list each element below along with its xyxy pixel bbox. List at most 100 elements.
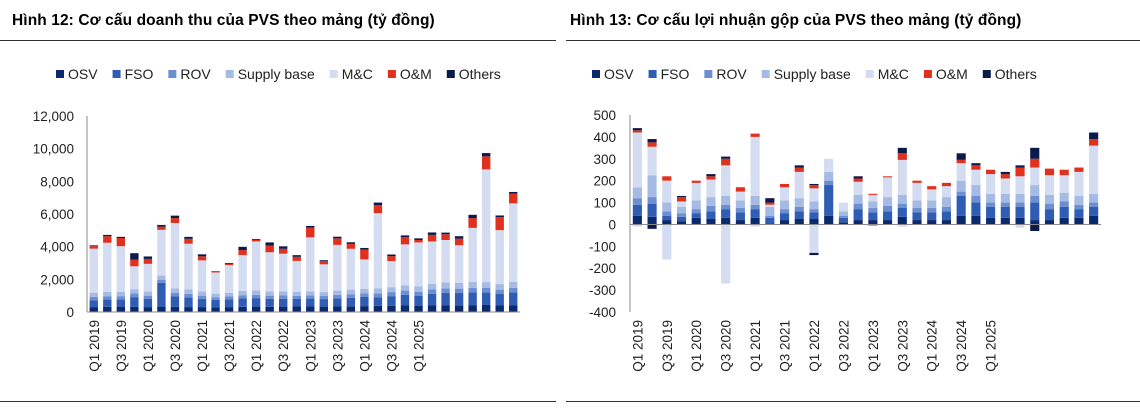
x-tick-label: Q3 2022	[276, 320, 291, 372]
bar-segment	[481, 169, 491, 283]
bar-segment	[373, 297, 383, 306]
x-tick-label: Q1 2021	[195, 320, 210, 372]
bar-segment	[143, 295, 153, 299]
bar-segment	[765, 215, 775, 218]
bar-segment	[986, 217, 996, 225]
gross-profit-chart: OSV FSO ROV Supply base M&C O&M Others -400 -300…	[589, 66, 1101, 372]
bar-segment	[454, 282, 464, 289]
bar-segment	[676, 195, 687, 198]
bar-segment	[265, 242, 274, 246]
bar-segment	[333, 238, 342, 245]
bar-segment	[509, 281, 518, 288]
bar-segment	[1059, 201, 1069, 207]
bar-segment	[853, 178, 863, 182]
bottom-rule	[566, 401, 1140, 402]
bar-segment	[647, 142, 657, 147]
y-tick-label: 6,000	[40, 207, 74, 222]
y-tick-label: -100	[589, 239, 616, 254]
bar-segment	[279, 298, 288, 307]
bar-segment	[427, 283, 437, 290]
bar-segment	[143, 298, 153, 308]
bar-segment	[373, 205, 383, 214]
bar-segment	[157, 226, 166, 230]
bar-segment	[1015, 217, 1025, 225]
bar-segment	[779, 209, 790, 214]
bar-segment	[897, 159, 907, 195]
bar-segment	[927, 189, 937, 201]
bar-segment	[306, 237, 315, 292]
bar-segment	[676, 206, 687, 214]
bar-segment	[927, 212, 937, 221]
bar-segment	[868, 224, 878, 226]
bar-segment	[319, 306, 328, 312]
x-tick-label: Q3 2023	[895, 320, 910, 372]
bar-segment	[197, 291, 207, 296]
bar-segment	[721, 217, 731, 225]
bar-segment	[495, 284, 504, 290]
title-rule	[566, 40, 1140, 41]
bar-segment	[414, 242, 423, 287]
bar-segment	[373, 202, 383, 206]
bar-segment	[387, 254, 396, 257]
bar-segment	[853, 181, 863, 195]
legend-label: FSO	[125, 66, 154, 82]
bar-segment	[89, 296, 98, 301]
bar-segment	[735, 191, 745, 201]
bar-segment	[1089, 202, 1099, 207]
bar-segment	[912, 220, 922, 225]
bar-segment	[373, 293, 383, 298]
bar-segment	[809, 212, 819, 219]
y-tick-label: 300	[593, 152, 616, 167]
bar-segment	[662, 211, 672, 216]
bar-segment	[427, 293, 437, 306]
y-tick-label: 500	[593, 108, 616, 123]
bar-segment	[853, 220, 863, 225]
legend-swatch	[112, 70, 121, 78]
bar-segment	[224, 263, 234, 266]
bar-segment	[360, 259, 369, 289]
bar-segment	[103, 306, 112, 312]
bar-segment	[706, 176, 716, 180]
bar-segment	[676, 213, 687, 217]
bar-segment	[509, 292, 518, 306]
bar-segment	[319, 295, 328, 300]
bar-segment	[333, 294, 342, 299]
bar-segment	[387, 305, 396, 312]
bar-segment	[838, 211, 848, 216]
bar-segment	[853, 176, 863, 179]
bar-segment	[750, 136, 760, 196]
bar-segment	[495, 215, 504, 218]
bar-segment	[809, 218, 819, 225]
y-tick-label: -300	[589, 283, 616, 298]
bar-segment	[750, 224, 760, 227]
bar-segment	[130, 297, 139, 307]
bar-segment	[238, 250, 247, 255]
bar-segment	[1089, 145, 1099, 194]
bar-segment	[346, 297, 356, 307]
x-tick-label: Q3 2024	[954, 320, 969, 372]
y-tick-label: 0	[66, 305, 74, 320]
bar-segment	[400, 294, 410, 306]
legend-swatch	[982, 70, 991, 78]
x-tick-label: Q1 2019	[87, 320, 102, 372]
bar-segment	[706, 174, 716, 177]
bar-segment	[1059, 206, 1069, 218]
bar-segment	[211, 271, 220, 273]
bar-segment	[735, 200, 745, 209]
bar-segment	[1044, 175, 1055, 195]
bar-segment	[1074, 167, 1084, 172]
bar-segment	[306, 227, 315, 238]
bar-segment	[251, 238, 261, 240]
bar-segment	[956, 195, 966, 216]
legend-label: M&C	[878, 66, 909, 82]
bar-segment	[927, 208, 937, 213]
bar-segment	[292, 291, 301, 296]
bar-segment	[632, 204, 642, 216]
bar-segment	[306, 295, 315, 299]
bar-segment	[251, 294, 261, 299]
bar-segment	[184, 293, 193, 298]
bar-segment	[454, 288, 464, 294]
bar-segment	[971, 215, 981, 225]
legend-swatch	[329, 70, 338, 78]
bar-segment	[279, 248, 288, 254]
